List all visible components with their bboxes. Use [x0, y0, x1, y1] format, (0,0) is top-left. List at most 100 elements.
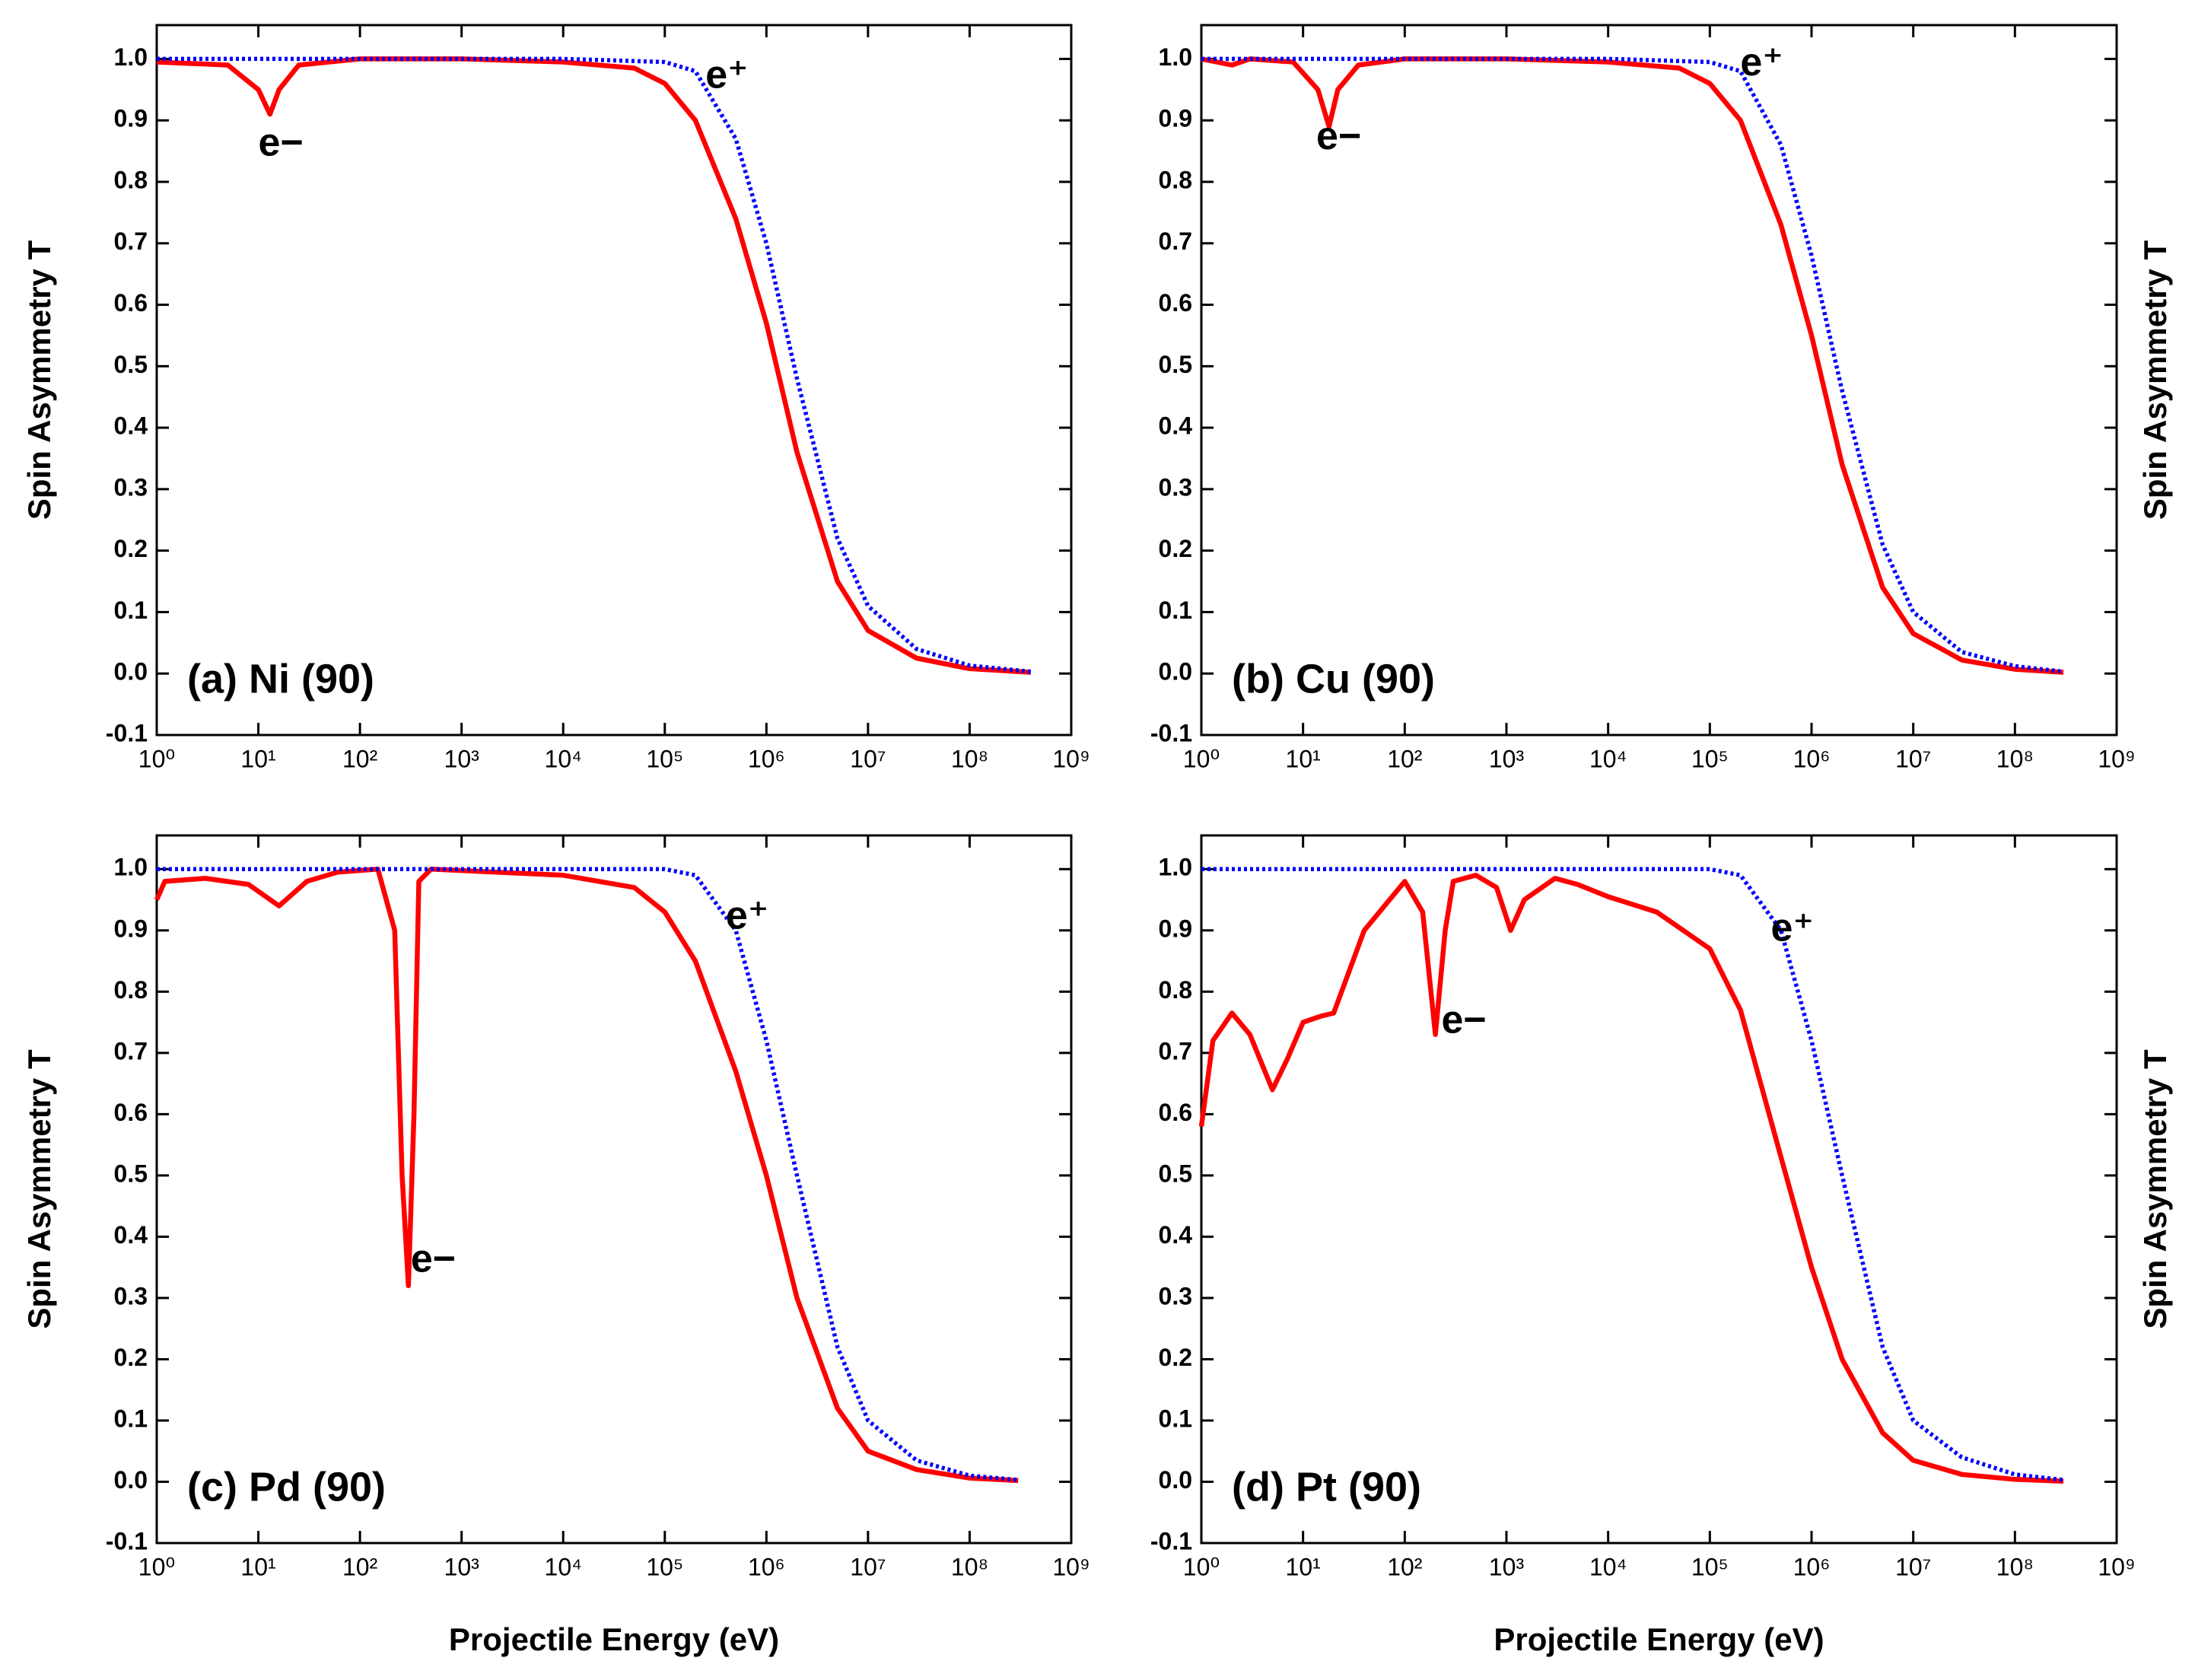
y-tick-label: 0.7	[114, 228, 148, 255]
y-tick-label: 0.4	[1159, 412, 1193, 440]
positron-line	[1201, 56, 2064, 674]
x-tick-label: 10⁷	[1895, 745, 1931, 772]
y-tick-label: 0.6	[1159, 289, 1192, 317]
y-tick-label: -0.1	[1150, 1527, 1192, 1554]
x-tick-label: 10³	[1489, 1553, 1525, 1580]
x-tick-label: 10⁶	[748, 1553, 785, 1580]
y-tick-label: 0.1	[1159, 1405, 1192, 1432]
positron-line	[157, 867, 1019, 1482]
y-tick-label: 0.1	[114, 597, 148, 624]
y-tick-label: 0.9	[114, 915, 148, 942]
y-tick-label: 0.7	[1159, 228, 1192, 255]
x-axis-label: Projectile Energy (eV)	[449, 1621, 779, 1657]
x-tick-label: 10⁴	[545, 745, 582, 772]
x-axis-label: Projectile Energy (eV)	[1494, 1621, 1824, 1657]
y-tick-label: 1.0	[114, 43, 148, 71]
y-tick-label: 0.4	[114, 1221, 148, 1249]
y-tick-label: 0.2	[1159, 1344, 1192, 1371]
x-tick-label: 10³	[444, 1553, 480, 1580]
x-tick-label: 10²	[342, 1553, 378, 1580]
plot-frame	[155, 834, 1073, 1545]
electron-line	[1198, 873, 2064, 1484]
x-tick-label: 10⁹	[2098, 1553, 2135, 1580]
y-tick-label: 0.0	[1159, 1466, 1192, 1494]
y-tick-label: 0.5	[1159, 351, 1192, 378]
y-axis-label: Spin Asymmetry T	[2137, 1049, 2173, 1329]
y-tick-label: -0.1	[106, 1527, 148, 1554]
curve-label: e−	[1441, 998, 1486, 1042]
y-tick-label: 0.5	[114, 351, 148, 378]
plot-frame	[1200, 834, 2118, 1545]
y-tick-label: 0.4	[1159, 1221, 1193, 1249]
y-tick-label: 0.2	[114, 535, 148, 562]
plot-frame	[1200, 24, 2118, 737]
y-tick-label: 0.9	[114, 105, 148, 132]
x-tick-label: 10⁴	[1589, 745, 1627, 772]
x-tick-label: 10⁵	[1691, 745, 1729, 772]
positron-line	[1201, 867, 2064, 1482]
x-tick-label: 10⁸	[951, 1553, 988, 1580]
x-tick-label: 10¹	[1286, 745, 1321, 772]
curve-label: e−	[1316, 114, 1361, 158]
x-tick-label: 10²	[342, 745, 378, 772]
panel-label: (b) Cu (90)	[1232, 656, 1435, 702]
x-tick-label: 10⁷	[850, 745, 886, 772]
y-tick-label: 0.3	[1159, 1282, 1192, 1309]
x-tick-label: 10⁵	[1691, 1553, 1729, 1580]
x-tick-label: 10⁷	[850, 1553, 886, 1580]
y-tick-label: 0.0	[114, 1466, 148, 1494]
x-tick-label: 10⁸	[1996, 745, 2034, 772]
electron-line	[156, 56, 1032, 675]
x-tick-label: 10³	[1489, 745, 1525, 772]
x-tick-label: 10⁰	[138, 745, 175, 772]
x-tick-label: 10⁴	[545, 1553, 582, 1580]
y-tick-label: 1.0	[1159, 43, 1192, 71]
electron-line	[1201, 56, 2064, 675]
y-tick-label: 0.8	[114, 976, 148, 1004]
y-tick-label: -0.1	[1150, 719, 1192, 746]
x-tick-label: 10⁵	[646, 745, 683, 772]
x-tick-label: 10³	[444, 745, 480, 772]
y-tick-label: 0.8	[1159, 976, 1192, 1004]
x-tick-label: 10²	[1387, 745, 1423, 772]
curve-label: e⁺	[705, 52, 748, 97]
x-tick-label: 10⁹	[1052, 1553, 1090, 1580]
y-tick-label: 0.0	[1159, 658, 1192, 686]
y-tick-label: 0.6	[114, 1099, 148, 1126]
y-tick-label: 0.3	[114, 1282, 148, 1309]
x-tick-label: 10⁶	[1793, 1553, 1831, 1580]
panel-label: (a) Ni (90)	[187, 656, 374, 702]
x-tick-label: 10⁰	[1183, 1553, 1220, 1580]
y-axis-label: Spin Asymmetry T	[21, 240, 57, 520]
y-tick-label: 0.5	[114, 1160, 148, 1187]
x-tick-label: 10⁹	[1052, 745, 1090, 772]
curve-label: e⁺	[1740, 40, 1783, 84]
curve-label: e−	[411, 1236, 456, 1281]
electron-line	[154, 867, 1019, 1484]
curve-label: e⁺	[726, 893, 768, 937]
y-tick-label: 0.0	[114, 658, 148, 686]
y-tick-label: 0.6	[1159, 1099, 1192, 1126]
x-tick-label: 10⁶	[748, 745, 785, 772]
y-tick-label: 1.0	[1159, 854, 1192, 881]
y-axis-label: Spin Asymmetry T	[2137, 240, 2173, 520]
y-tick-label: 0.5	[1159, 1160, 1192, 1187]
curve-label: e−	[259, 120, 304, 164]
y-tick-label: 0.8	[1159, 166, 1192, 193]
x-tick-label: 10¹	[240, 1553, 275, 1580]
plot-frame	[155, 24, 1073, 737]
y-tick-label: 0.7	[1159, 1037, 1192, 1064]
y-tick-label: 0.4	[114, 412, 148, 440]
y-tick-label: 0.9	[1159, 105, 1192, 132]
x-tick-label: 10⁸	[951, 745, 988, 772]
panel-label: (c) Pd (90)	[187, 1464, 386, 1510]
y-tick-label: 0.6	[114, 289, 148, 317]
curve-label: e⁺	[1771, 906, 1814, 950]
x-tick-label: 10¹	[1286, 1553, 1321, 1580]
y-tick-label: -0.1	[106, 719, 148, 746]
y-tick-label: 0.7	[114, 1037, 148, 1064]
y-tick-label: 0.3	[1159, 473, 1192, 501]
x-tick-label: 10⁰	[1183, 745, 1220, 772]
